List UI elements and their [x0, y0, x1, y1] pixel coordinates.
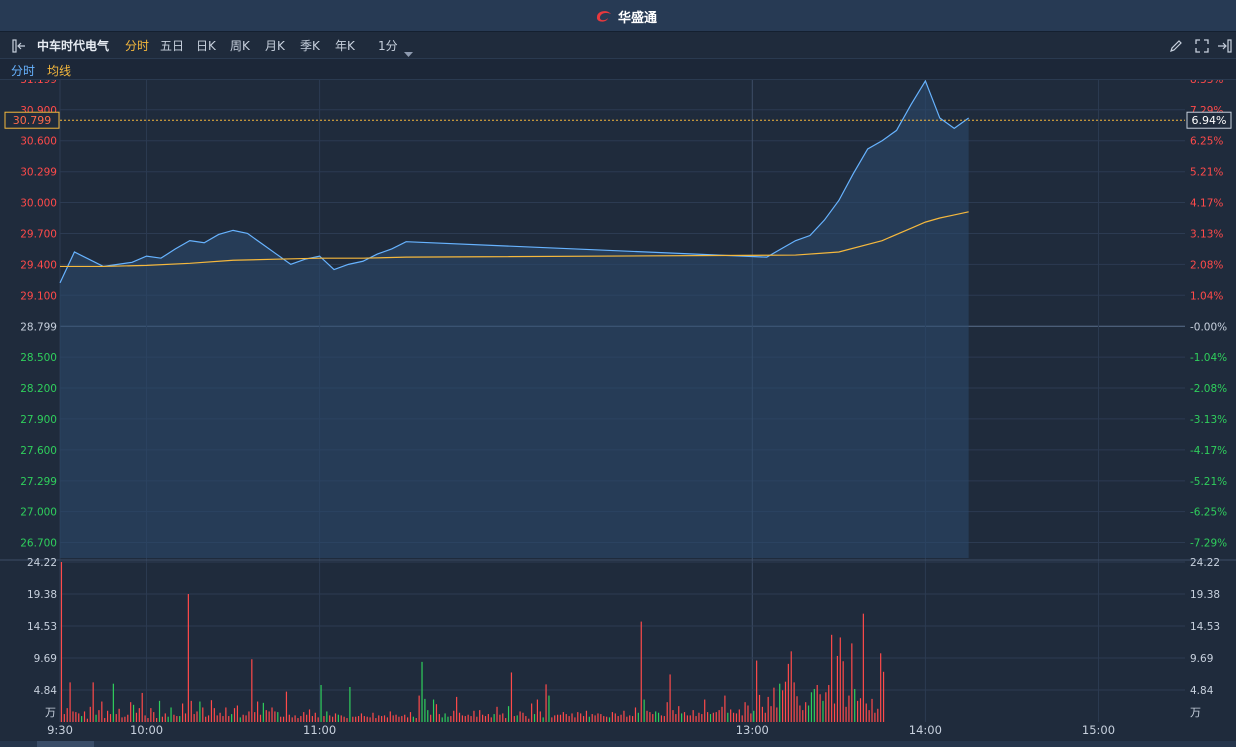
volume-tick-label-right: 14.53	[1190, 621, 1220, 633]
price-tick-label: 28.500	[20, 352, 57, 364]
indicator-bar: 分时 均线	[0, 58, 1236, 80]
volume-tick-label-right: 4.84	[1190, 685, 1214, 697]
pct-tick-label: -6.25%	[1190, 507, 1227, 519]
volume-tick-label-right: 19.38	[1190, 589, 1220, 601]
brand-logo: 华盛通	[594, 6, 657, 26]
time-tick-label: 9:30	[47, 723, 73, 737]
time-tick-label: 15:00	[1082, 723, 1115, 737]
tab-monthly-k[interactable]: 月K	[265, 39, 285, 53]
volume-unit-label: 万	[45, 706, 56, 719]
chevron-down-icon[interactable]	[404, 43, 413, 62]
pencil-icon[interactable]	[1169, 38, 1183, 57]
brand-name: 华盛通	[618, 10, 658, 26]
pct-tick-label: -0.00%	[1190, 321, 1227, 333]
volume-tick-label: 4.84	[34, 685, 58, 697]
price-tick-label: 30.299	[20, 167, 57, 179]
tab-five-day[interactable]: 五日	[160, 39, 185, 53]
price-tick-label: 29.700	[20, 228, 57, 240]
price-tick-label: 30.600	[20, 136, 57, 148]
pct-tick-label: -2.08%	[1190, 383, 1227, 395]
volume-tick-label: 9.69	[34, 653, 57, 665]
crosshair-pct-box	[1186, 111, 1232, 129]
price-tick-label: 26.700	[20, 538, 57, 550]
crosshair-price: 30.799	[13, 114, 52, 127]
average-line	[60, 211, 969, 268]
pct-tick-label: 3.13%	[1190, 228, 1223, 240]
tab-daily-k[interactable]: 日K	[196, 39, 216, 53]
chart-toolbar: 中车时代电气 分时 五日 日K 周K 月K 季K 年K 1分	[0, 32, 1236, 58]
tab-weekly-k[interactable]: 周K	[230, 39, 250, 53]
price-tick-label: 28.200	[20, 383, 57, 395]
pct-tick-label: 2.08%	[1190, 259, 1223, 271]
price-tick-label: 30.000	[20, 198, 57, 210]
time-tick-label: 13:00	[736, 723, 769, 737]
pct-tick-label: 5.21%	[1190, 167, 1223, 179]
panel-toggle-icon[interactable]	[12, 38, 28, 57]
pct-tick-label: -4.17%	[1190, 445, 1227, 457]
price-tick-label: 27.600	[20, 445, 57, 457]
indicator-average-line[interactable]: 均线	[47, 64, 72, 78]
volume-tick-label-right: 9.69	[1190, 653, 1213, 665]
pct-tick-label: 6.25%	[1190, 136, 1223, 148]
pct-tick-label: -7.29%	[1190, 538, 1227, 550]
collapse-right-icon[interactable]	[1216, 38, 1232, 57]
pct-tick-label: 1.04%	[1190, 290, 1223, 302]
price-tick-label: 28.799	[20, 321, 57, 333]
price-tick-label: 27.900	[20, 414, 57, 426]
price-tick-label: 29.100	[20, 290, 57, 302]
indicator-intraday[interactable]: 分时	[11, 64, 36, 78]
pct-tick-label: -1.04%	[1190, 352, 1227, 364]
tab-quarterly-k[interactable]: 季K	[300, 39, 320, 53]
price-tick-label: 27.299	[20, 476, 57, 488]
crosshair-price-box	[4, 111, 60, 129]
price-area	[60, 80, 969, 558]
timeline-scroll-thumb[interactable]	[37, 741, 94, 747]
tab-yearly-k[interactable]: 年K	[335, 39, 355, 53]
price-line	[59, 79, 970, 284]
volume-tick-label-right: 24.22	[1190, 557, 1220, 569]
time-tick-label: 11:00	[303, 723, 336, 737]
timeline-scroll-track	[0, 741, 1236, 747]
price-tick-label: 27.000	[20, 507, 57, 519]
price-tick-label: 29.400	[20, 259, 57, 271]
volume-unit-label-right: 万	[1190, 706, 1201, 719]
volume-tick-label: 24.22	[27, 557, 57, 569]
volume-tick-label: 14.53	[27, 621, 57, 633]
time-tick-label: 10:00	[130, 723, 163, 737]
interval-select[interactable]: 1分	[378, 39, 398, 53]
fullscreen-icon[interactable]	[1195, 38, 1209, 57]
brand-swirl-icon	[596, 11, 611, 22]
volume-tick-label: 19.38	[27, 589, 57, 601]
app-header: 华盛通	[0, 0, 1236, 32]
crosshair-pct: 6.94%	[1192, 114, 1227, 127]
pct-tick-label: 4.17%	[1190, 198, 1223, 210]
stock-name: 中车时代电气	[37, 39, 110, 53]
time-tick-label: 14:00	[909, 723, 942, 737]
pct-tick-label: -3.13%	[1190, 414, 1227, 426]
pct-tick-label: -5.21%	[1190, 476, 1227, 488]
tab-intraday[interactable]: 分时	[125, 39, 150, 53]
